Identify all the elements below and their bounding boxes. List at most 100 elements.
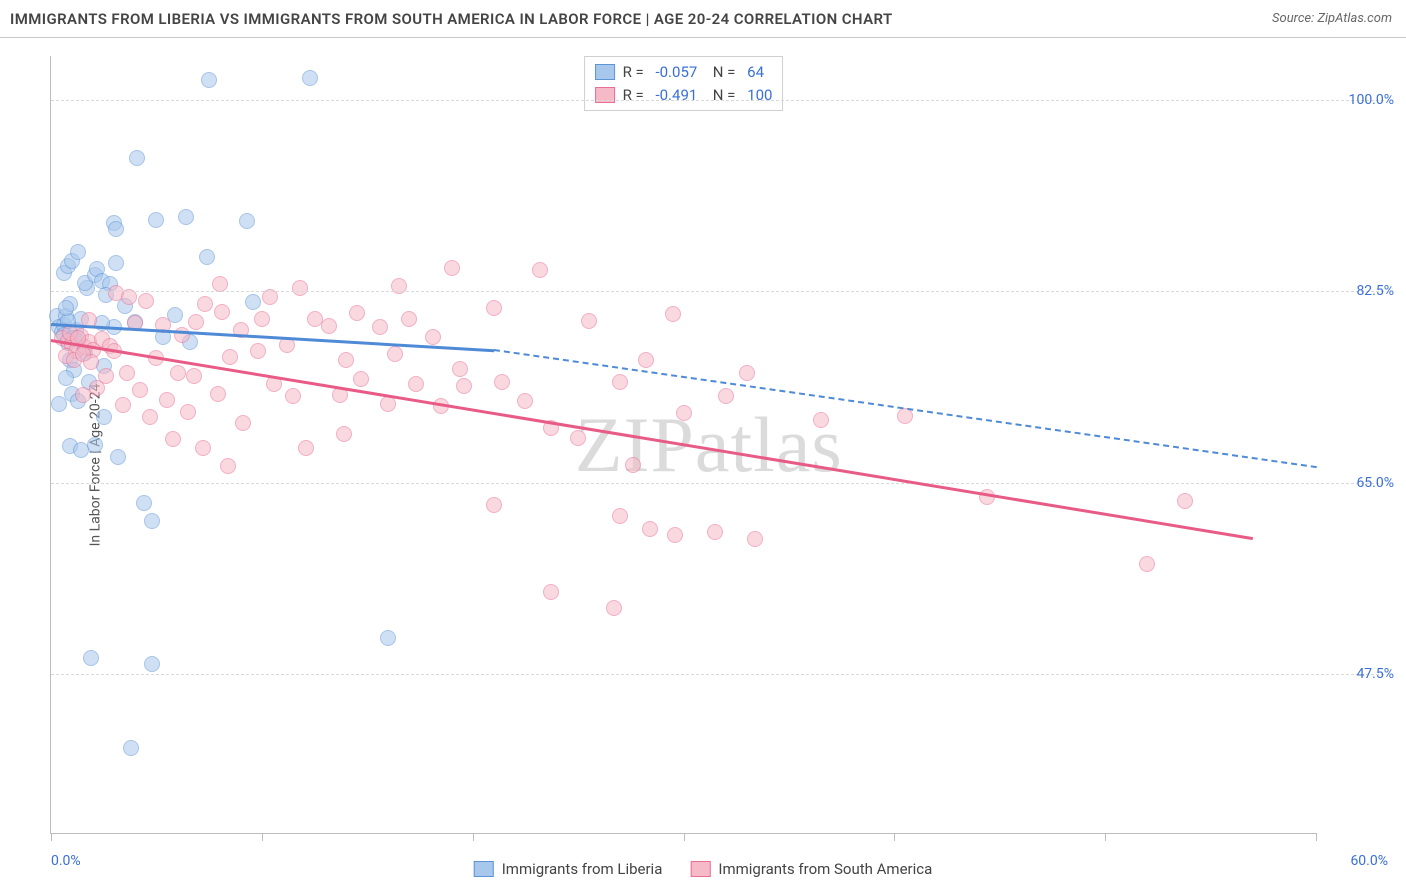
source-link[interactable]: ZipAtlas.com [1317, 11, 1392, 26]
data-point [387, 346, 403, 362]
series-label-0: Immigrants from Liberia [502, 860, 663, 878]
data-point [165, 431, 181, 447]
legend-swatch-liberia [595, 64, 615, 80]
data-point [195, 440, 211, 456]
data-point [321, 318, 337, 334]
data-point [220, 458, 236, 474]
gridline-h [51, 674, 1384, 675]
data-point [148, 212, 164, 228]
data-point [87, 437, 103, 453]
data-point [642, 521, 658, 537]
x-tick [262, 833, 263, 841]
data-point [408, 376, 424, 392]
gridline-h [51, 291, 1384, 292]
source-attribution: Source: ZipAtlas.com [1272, 11, 1392, 26]
gridline-h [51, 100, 1384, 101]
data-point [638, 352, 654, 368]
data-point [285, 388, 301, 404]
series-swatch-liberia [474, 861, 494, 877]
data-point [486, 300, 502, 316]
data-point [58, 370, 74, 386]
data-point [517, 393, 533, 409]
data-point [245, 294, 261, 310]
x-tick-label-min: 0.0% [51, 853, 81, 869]
data-point [75, 387, 91, 403]
y-tick-label: 82.5% [1322, 283, 1394, 299]
plot-area: ZIPatlas R = -0.057 N = 64 R = -0.491 N … [50, 56, 1316, 834]
data-point [372, 319, 388, 335]
data-point [96, 409, 112, 425]
y-tick-label: 65.0% [1322, 475, 1394, 491]
data-point [250, 343, 266, 359]
legend-row-liberia: R = -0.057 N = 64 [595, 61, 773, 84]
y-tick-label: 47.5% [1322, 666, 1394, 682]
data-point [239, 213, 255, 229]
data-point [606, 600, 622, 616]
data-point [292, 280, 308, 296]
x-tick-label-max: 60.0% [1350, 853, 1388, 869]
data-point [159, 392, 175, 408]
data-point [612, 508, 628, 524]
data-point [144, 656, 160, 672]
data-point [51, 396, 67, 412]
data-point [214, 304, 230, 320]
chart-title: IMMIGRANTS FROM LIBERIA VS IMMIGRANTS FR… [10, 10, 893, 28]
data-point [123, 740, 139, 756]
legend-n-0: 64 [747, 61, 764, 84]
data-point [188, 314, 204, 330]
data-point [1139, 556, 1155, 572]
data-point [338, 352, 354, 368]
data-point [115, 397, 131, 413]
data-point [401, 311, 417, 327]
x-tick [51, 833, 52, 841]
data-point [138, 293, 154, 309]
data-point [494, 374, 510, 390]
data-point [70, 244, 86, 260]
data-point [201, 72, 217, 88]
data-point [83, 354, 99, 370]
data-point [353, 371, 369, 387]
data-point [813, 412, 829, 428]
data-point [144, 513, 160, 529]
data-point [110, 449, 126, 465]
data-point [336, 426, 352, 442]
x-tick [473, 833, 474, 841]
data-point [210, 386, 226, 402]
data-point [199, 249, 215, 265]
legend-r-label: R = [623, 84, 648, 107]
data-point [180, 404, 196, 420]
data-point [298, 440, 314, 456]
legend-n-1: 100 [747, 84, 772, 107]
data-point [456, 378, 472, 394]
data-point [444, 260, 460, 276]
data-point [543, 584, 559, 600]
x-tick [894, 833, 895, 841]
data-point [58, 300, 74, 316]
data-point [625, 457, 641, 473]
x-tick [1316, 833, 1317, 841]
legend-r-1: -0.491 [655, 84, 697, 107]
data-point [425, 329, 441, 345]
data-point [581, 313, 597, 329]
data-point [119, 365, 135, 381]
data-point [129, 150, 145, 166]
data-point [307, 311, 323, 327]
data-point [739, 365, 755, 381]
data-point [380, 630, 396, 646]
gridline-h [51, 483, 1384, 484]
data-point [612, 374, 628, 390]
legend-row-southamerica: R = -0.491 N = 100 [595, 84, 773, 107]
legend-n-label: N = [705, 84, 739, 107]
data-point [676, 405, 692, 421]
data-point [452, 361, 468, 377]
data-point [108, 255, 124, 271]
data-point [170, 365, 186, 381]
legend-r-label: R = [623, 61, 648, 84]
data-point [1177, 493, 1193, 509]
x-tick [684, 833, 685, 841]
data-point [235, 415, 251, 431]
data-point [132, 382, 148, 398]
chart-container: In Labor Force | Age 20-24 ZIPatlas R = … [0, 38, 1406, 892]
x-tick [1105, 833, 1106, 841]
data-point [302, 70, 318, 86]
